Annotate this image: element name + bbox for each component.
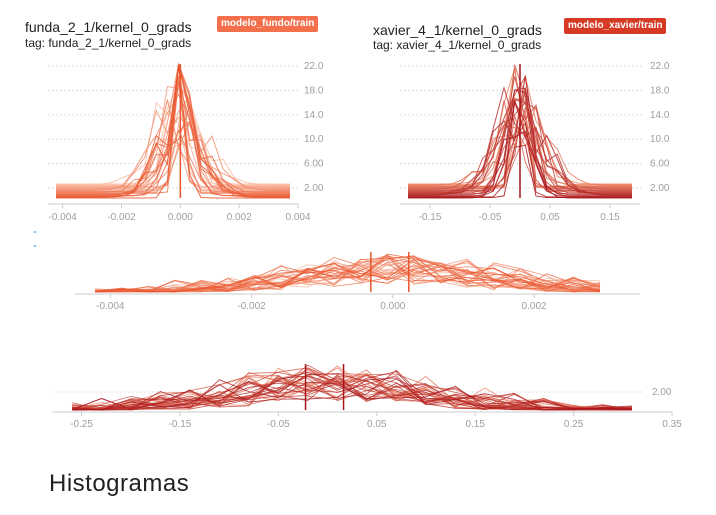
- histogram-overlay-funda[interactable]: -0.004 -0.002 0.000 0.002: [60, 250, 660, 320]
- y-tick-label: 18.0: [304, 85, 324, 96]
- histogram-line: [94, 262, 601, 293]
- y-tick-label: 14.0: [650, 110, 670, 121]
- y-tick-label: 14.0: [304, 110, 324, 121]
- run-badge-fundo[interactable]: modelo_fundo/train: [217, 16, 319, 32]
- histogram-line: [71, 371, 633, 411]
- x-tick-label: 0.000: [168, 212, 193, 223]
- x-tick-label: -0.15: [419, 212, 442, 223]
- histogram-line: [94, 258, 601, 293]
- card-tag-funda: tag: funda_2_1/kernel_0_grads: [25, 36, 192, 50]
- x-tick-label: 0.000: [380, 301, 405, 312]
- histogram-line: [94, 257, 601, 293]
- x-tick-label: 0.05: [540, 212, 560, 223]
- histogram-line: [56, 64, 290, 197]
- card-tag-xavier: tag: xavier_4_1/kernel_0_grads: [373, 38, 542, 52]
- x-tick-label: -0.004: [49, 212, 78, 223]
- histogram-line: [71, 377, 633, 411]
- x-tick-label: 0.05: [367, 419, 387, 430]
- y-tick-label: 22.0: [304, 61, 324, 72]
- x-tick-label: -0.05: [479, 212, 502, 223]
- y-tick-label: 10.0: [304, 134, 324, 145]
- x-tick-label: 0.004: [285, 212, 310, 223]
- x-tick-label: -0.25: [70, 419, 93, 430]
- histogram-line: [71, 368, 633, 411]
- x-tick-label: 0.15: [465, 419, 485, 430]
- x-tick-label: -0.004: [96, 301, 125, 312]
- histogram-line: [56, 147, 290, 192]
- x-tick-label: 0.35: [662, 419, 682, 430]
- y-tick-label: 22.0: [650, 61, 670, 72]
- card-title-funda: funda_2_1/kernel_0_grads: [25, 19, 192, 35]
- y-tick-label: 6.00: [304, 159, 324, 170]
- histogram-line: [71, 373, 633, 411]
- histogram-line: [94, 266, 601, 293]
- histogram-overlay-xavier[interactable]: 2.00 -0.25 -0.15 -0.05 0.05 0.15 0.25 0.35: [40, 362, 690, 437]
- x-tick-label: 0.15: [600, 212, 620, 223]
- y-tick-label: 10.0: [650, 134, 670, 145]
- x-tick-label: -0.15: [169, 419, 192, 430]
- y-tick-label: 6.00: [650, 159, 670, 170]
- x-tick-label: 0.002: [522, 301, 547, 312]
- card-title-xavier: xavier_4_1/kernel_0_grads: [373, 22, 542, 38]
- histogram-line: [71, 378, 633, 411]
- x-tick-label: -0.05: [267, 419, 290, 430]
- histogram-chart-xavier[interactable]: 22.0 18.0 14.0 10.0 6.00 2.00 -0.15 -0.05 0.05 0.…: [372, 58, 692, 223]
- y-tick-label: 18.0: [650, 85, 670, 96]
- run-badge-xavier[interactable]: modelo_xavier/train: [564, 18, 667, 34]
- x-tick-label: 0.25: [564, 419, 584, 430]
- histogram-line: [56, 65, 290, 199]
- x-tick-label: 0.002: [227, 212, 252, 223]
- histogram-line: [71, 379, 633, 411]
- y-tick-label: 2.00: [652, 387, 672, 398]
- y-tick-label: 2.00: [304, 183, 324, 194]
- y-tick-label: 2.00: [650, 183, 670, 194]
- histogram-line: [56, 65, 290, 198]
- x-tick-label: -0.002: [237, 301, 266, 312]
- histogram-line: [94, 258, 601, 292]
- section-title: Histogramas: [49, 470, 190, 497]
- histogram-chart-funda[interactable]: 22.0 18.0 14.0 10.0 6.00 2.00 -0.004 -0.002 0.00…: [20, 58, 330, 223]
- expand-link[interactable]: - -: [33, 224, 39, 252]
- x-tick-label: -0.002: [107, 212, 136, 223]
